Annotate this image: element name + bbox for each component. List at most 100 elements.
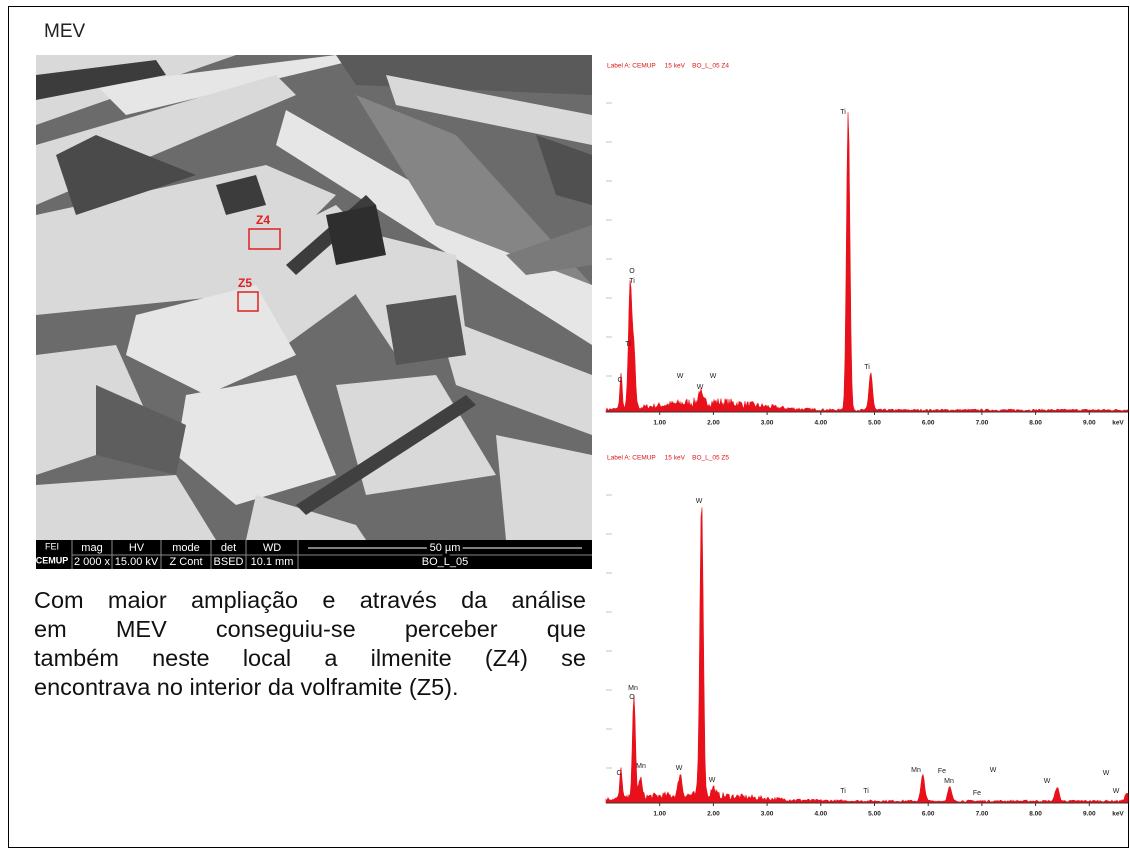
info-header: 50 µm [430, 542, 461, 554]
spectrum-label: Label A: CEMUP 15 keV BO_L_05 Z5 [607, 455, 729, 462]
text-line: também neste local a ilmenite (Z4) se [34, 645, 586, 671]
mineral-grain [386, 295, 466, 365]
logo-top: FEI [45, 541, 59, 551]
mineral-grain [56, 135, 196, 215]
peak-label: O [629, 268, 635, 275]
info-header: WD [263, 542, 281, 554]
peak-label: Ti [629, 278, 635, 285]
mineral-grain [386, 75, 592, 145]
mineral-grain [96, 55, 376, 115]
body-text: Com maior ampliação e através da análise… [34, 586, 586, 702]
zone-label: Z4 [256, 213, 270, 227]
mineral-grain [126, 285, 296, 395]
info-value: BO_L_05 [422, 556, 468, 568]
peak-label: Fe [973, 790, 981, 797]
x-tick-label: 4.00 [814, 420, 827, 427]
spectrum: Label A: CEMUP 15 keV BO_L_05 Z4 1.00 2.00… [605, 63, 1129, 427]
peak-label: O [629, 694, 635, 701]
x-tick-label: 6.00 [922, 420, 935, 427]
x-tick-label: keV [1112, 811, 1124, 818]
peak-label: Ti [840, 109, 846, 116]
peak-label: C [616, 770, 621, 777]
x-tick-label: 4.00 [814, 811, 827, 818]
mineral-grain [436, 315, 592, 435]
spectrum: Label A: CEMUP 15 keV BO_L_05 Z5 1.00 2.00… [605, 455, 1129, 818]
peak-label: W [676, 765, 683, 772]
info-value: 15.00 kV [115, 556, 159, 568]
mineral-grain [536, 135, 592, 205]
mineral-grain [216, 175, 266, 215]
info-value: 10.1 mm [251, 556, 294, 568]
peak-label: Ti [864, 364, 870, 371]
text-line: encontrava no interior da volframite (Z5… [34, 674, 459, 700]
info-header: mode [172, 542, 200, 554]
mineral-grain [326, 205, 386, 265]
x-tick-label: 6.00 [922, 811, 935, 818]
zone-label: Z5 [238, 276, 252, 290]
sem-texture [36, 55, 592, 540]
x-tick-label: 9.00 [1083, 420, 1096, 427]
x-tick-label: 8.00 [1029, 811, 1042, 818]
info-header: mag [81, 542, 102, 554]
title: MEV [44, 21, 86, 42]
peak-label: W [677, 373, 684, 380]
info-value: Z Cont [169, 556, 202, 568]
peak-label: Ti [840, 788, 846, 795]
x-tick-label: 5.00 [868, 420, 881, 427]
x-tick-label: 3.00 [761, 420, 774, 427]
zone-box [237, 291, 259, 312]
mineral-grain [36, 60, 166, 100]
x-tick-label: 1.00 [653, 420, 666, 427]
peak-label: W [697, 384, 704, 391]
zone-box [248, 228, 281, 250]
peak-label: W [696, 498, 703, 505]
info-value: 2 000 x [74, 556, 111, 568]
info-header: HV [129, 542, 145, 554]
x-tick-label: 2.00 [707, 811, 720, 818]
spectrum-area [605, 507, 1129, 804]
x-tick-label: 1.00 [653, 811, 666, 818]
x-tick-label: 7.00 [976, 420, 989, 427]
info-value: BSED [214, 556, 244, 568]
x-tick-label: 9.00 [1083, 811, 1096, 818]
x-tick-label: 2.00 [707, 420, 720, 427]
x-tick-label: keV [1112, 420, 1124, 427]
peak-label: Ti [863, 788, 869, 795]
peak-label: W [1044, 778, 1051, 785]
peak-label: C [617, 377, 622, 384]
text-line: Com maior ampliação e através da análise [34, 587, 586, 613]
peak-label: Mn [628, 685, 638, 692]
frame [8, 6, 1129, 848]
mineral-grain [356, 95, 592, 285]
peak-label: W [710, 373, 717, 380]
mineral-grain [296, 395, 476, 515]
x-tick-label: 3.00 [761, 811, 774, 818]
peak-label: W [709, 777, 716, 784]
mineral-grain [176, 375, 336, 505]
mineral-grain [36, 475, 216, 540]
spectrum-label: Label A: CEMUP 15 keV BO_L_05 Z4 [607, 63, 729, 70]
x-tick-label: 7.00 [976, 811, 989, 818]
text-line: em MEV conseguiu-se perceber que [34, 616, 586, 642]
x-tick-label: 8.00 [1029, 420, 1042, 427]
spectrum-area [605, 112, 1129, 413]
peak-label: Mn [944, 778, 954, 785]
mineral-grain [246, 495, 366, 540]
info-header: det [221, 542, 236, 554]
mineral-grain [496, 435, 592, 540]
x-tick-label: 5.00 [868, 811, 881, 818]
peak-label: W [990, 767, 997, 774]
peak-label: Mn [911, 767, 921, 774]
mineral-grain [96, 385, 186, 475]
logo: CEMUP [36, 555, 69, 565]
sem-image: Z4 Z5 FEI CEMUP mag 2 000 x HV 15.00 kV mode Z Co… [36, 55, 592, 569]
mineral-grain [506, 225, 592, 275]
peak-label: Fe [938, 768, 946, 775]
peak-label: W [1113, 788, 1120, 795]
peak-label: Ti [625, 341, 631, 348]
peak-label: Mn [636, 763, 646, 770]
mineral-grain [276, 110, 592, 345]
peak-label: W [1103, 770, 1110, 777]
